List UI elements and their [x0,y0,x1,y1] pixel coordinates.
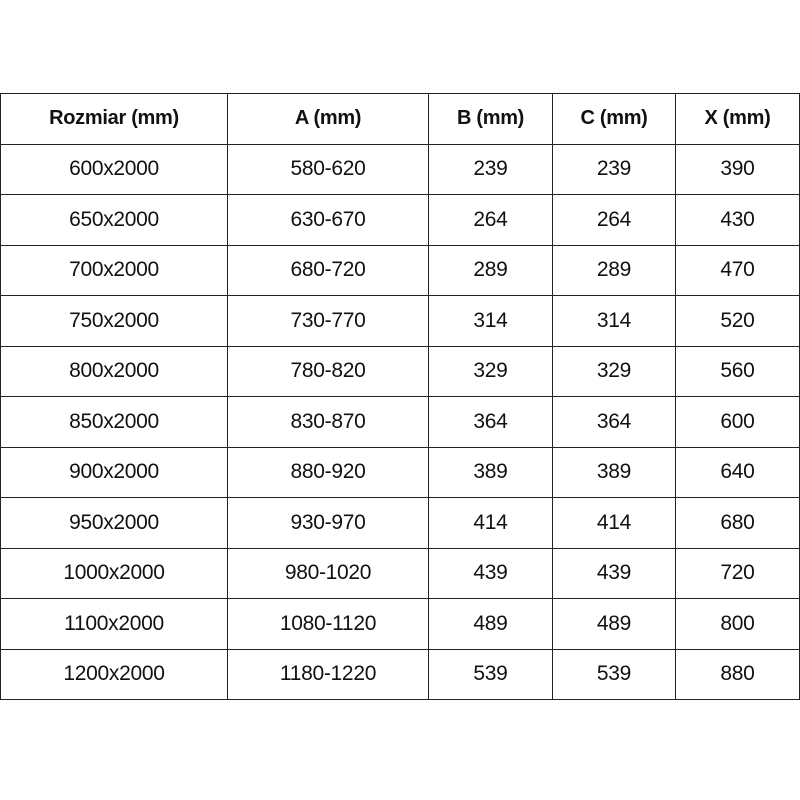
cell-b: 239 [428,143,553,195]
cell-b: 329 [428,345,553,397]
table-row: 900x2000 880-920 389 389 640 [0,446,800,498]
cell-size: 1100x2000 [0,598,228,650]
size-table: Rozmiar (mm) A (mm) B (mm) C (mm) X (mm) 600… [0,93,800,700]
cell-a: 680-720 [227,244,429,296]
cell-b: 439 [428,547,553,599]
cell-a: 1180-1220 [227,648,429,700]
column-header-b: B (mm) [428,93,553,145]
cell-a: 630-670 [227,194,429,246]
cell-size: 950x2000 [0,497,228,549]
cell-a: 780-820 [227,345,429,397]
table-row: 600x2000 580-620 239 239 390 [0,143,800,195]
column-header-c: C (mm) [552,93,676,145]
column-header-size: Rozmiar (mm) [0,93,228,145]
cell-x: 470 [675,244,800,296]
cell-size: 600x2000 [0,143,228,195]
cell-x: 720 [675,547,800,599]
cell-a: 580-620 [227,143,429,195]
cell-x: 640 [675,446,800,498]
cell-size: 800x2000 [0,345,228,397]
cell-c: 239 [552,143,676,195]
cell-x: 390 [675,143,800,195]
cell-c: 439 [552,547,676,599]
cell-x: 680 [675,497,800,549]
cell-x: 800 [675,598,800,650]
table-row: 850x2000 830-870 364 364 600 [0,396,800,448]
cell-c: 389 [552,446,676,498]
column-header-a: A (mm) [227,93,429,145]
cell-a: 880-920 [227,446,429,498]
cell-b: 539 [428,648,553,700]
cell-c: 414 [552,497,676,549]
cell-b: 289 [428,244,553,296]
cell-a: 1080-1120 [227,598,429,650]
cell-a: 830-870 [227,396,429,448]
cell-b: 364 [428,396,553,448]
cell-c: 489 [552,598,676,650]
table-row: 1100x2000 1080-1120 489 489 800 [0,598,800,650]
cell-size: 900x2000 [0,446,228,498]
cell-b: 389 [428,446,553,498]
cell-a: 730-770 [227,295,429,347]
table-row: 1000x2000 980-1020 439 439 720 [0,547,800,599]
cell-x: 600 [675,396,800,448]
table-row: 1200x2000 1180-1220 539 539 880 [0,648,800,700]
cell-size: 750x2000 [0,295,228,347]
cell-c: 264 [552,194,676,246]
cell-size: 850x2000 [0,396,228,448]
cell-b: 414 [428,497,553,549]
cell-x: 880 [675,648,800,700]
cell-c: 364 [552,396,676,448]
table-row: 800x2000 780-820 329 329 560 [0,345,800,397]
column-header-x: X (mm) [675,93,800,145]
cell-b: 264 [428,194,553,246]
cell-c: 289 [552,244,676,296]
cell-size: 1000x2000 [0,547,228,599]
table-row: 750x2000 730-770 314 314 520 [0,295,800,347]
header-row: Rozmiar (mm) A (mm) B (mm) C (mm) X (mm) [0,93,800,145]
cell-c: 314 [552,295,676,347]
cell-size: 1200x2000 [0,648,228,700]
cell-size: 650x2000 [0,194,228,246]
cell-a: 930-970 [227,497,429,549]
cell-x: 430 [675,194,800,246]
table-row: 950x2000 930-970 414 414 680 [0,497,800,549]
cell-b: 314 [428,295,553,347]
table-row: 700x2000 680-720 289 289 470 [0,244,800,296]
cell-x: 560 [675,345,800,397]
cell-a: 980-1020 [227,547,429,599]
table-row: 650x2000 630-670 264 264 430 [0,194,800,246]
cell-x: 520 [675,295,800,347]
cell-size: 700x2000 [0,244,228,296]
cell-c: 539 [552,648,676,700]
cell-b: 489 [428,598,553,650]
cell-c: 329 [552,345,676,397]
